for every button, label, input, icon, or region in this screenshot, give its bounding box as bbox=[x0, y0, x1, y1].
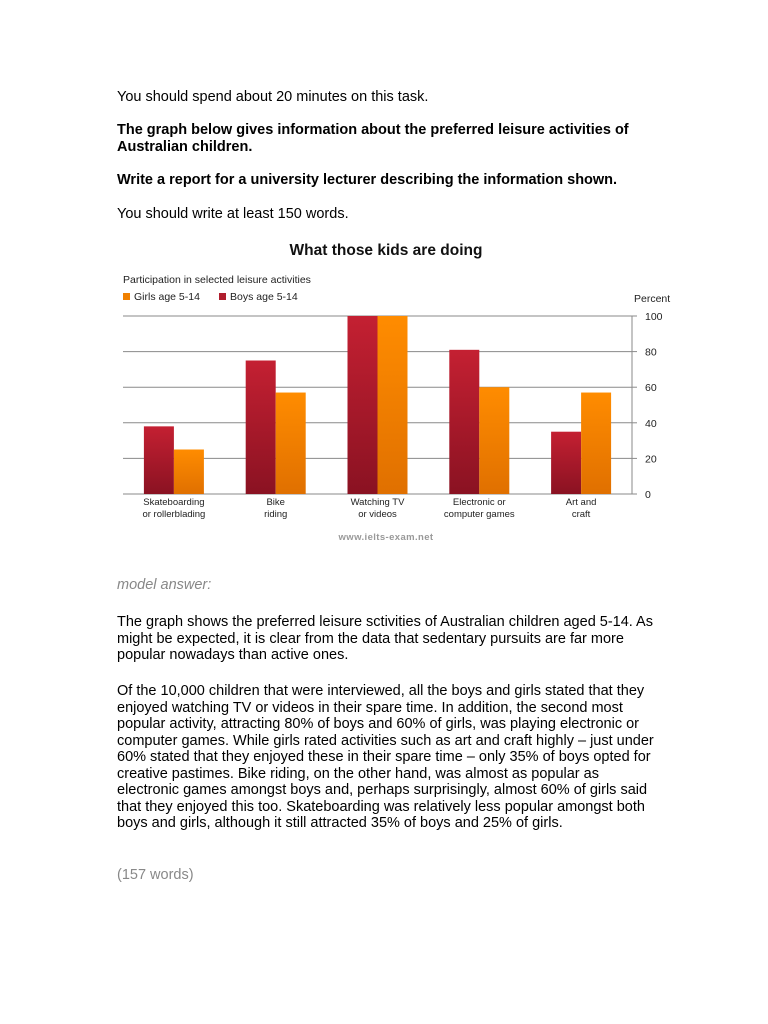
chart-title: What those kids are doing bbox=[290, 242, 483, 259]
bars bbox=[143, 316, 612, 494]
x-tick-label: Watching TV bbox=[351, 497, 406, 508]
bar-boys-3 bbox=[449, 349, 480, 494]
bar-boys-1 bbox=[245, 360, 276, 494]
y-tick-label: 40 bbox=[645, 418, 657, 430]
x-tick-label: Skateboarding bbox=[143, 497, 204, 508]
bar-chart: What those kids are doing Participation … bbox=[123, 242, 670, 543]
task-word-limit: You should write at least 150 words. bbox=[117, 206, 349, 222]
x-tick-label: computer games bbox=[444, 509, 515, 520]
bar-boys-4 bbox=[551, 431, 582, 494]
bar-girls-3 bbox=[479, 387, 510, 494]
task-instruction: Write a report for a university lecturer… bbox=[117, 172, 618, 188]
x-tick-label: craft bbox=[572, 509, 591, 520]
y-tick-label: 80 bbox=[645, 347, 657, 359]
bar-girls-2 bbox=[377, 316, 408, 494]
legend-swatch bbox=[123, 293, 130, 300]
chart-legend: Girls age 5-14 Boys age 5-14 bbox=[123, 291, 298, 303]
legend-entry: Girls age 5-14 bbox=[134, 291, 200, 303]
model-answer-label: model answer: bbox=[117, 577, 212, 593]
y-tick-label: 20 bbox=[645, 453, 657, 465]
model-paragraph-2: Of the 10,000 children that were intervi… bbox=[117, 683, 654, 831]
bar-girls-4 bbox=[581, 392, 612, 494]
y-tick-label: 100 bbox=[645, 311, 663, 323]
legend-entry: Boys age 5-14 bbox=[230, 291, 298, 303]
chart-subtitle: Participation in selected leisure activi… bbox=[123, 274, 311, 286]
y-axis-ticks: 0 20 40 60 80 100 bbox=[645, 311, 663, 501]
y-tick-label: 0 bbox=[645, 489, 651, 501]
task-prompt: The graph below gives information about … bbox=[117, 122, 629, 155]
legend-swatch bbox=[219, 293, 226, 300]
x-tick-label: or rollerblading bbox=[142, 509, 205, 520]
model-paragraph-1: The graph shows the preferred leisure sc… bbox=[117, 614, 653, 663]
bar-boys-0 bbox=[143, 426, 174, 494]
x-tick-label: Electronic or bbox=[453, 497, 506, 508]
x-tick-label: Bike bbox=[266, 497, 284, 508]
x-tick-label: riding bbox=[264, 509, 287, 520]
bar-girls-1 bbox=[275, 392, 306, 494]
bar-boys-2 bbox=[347, 316, 378, 494]
task-time: You should spend about 20 minutes on thi… bbox=[117, 89, 429, 105]
y-axis-label: Percent bbox=[634, 293, 670, 305]
x-tick-label: Art and bbox=[566, 497, 597, 508]
chart-watermark: www.ielts-exam.net bbox=[337, 532, 433, 543]
y-tick-label: 60 bbox=[645, 382, 657, 394]
bar-girls-0 bbox=[173, 449, 204, 494]
x-tick-label: or videos bbox=[358, 509, 397, 520]
word-count: (157 words) bbox=[117, 867, 194, 883]
